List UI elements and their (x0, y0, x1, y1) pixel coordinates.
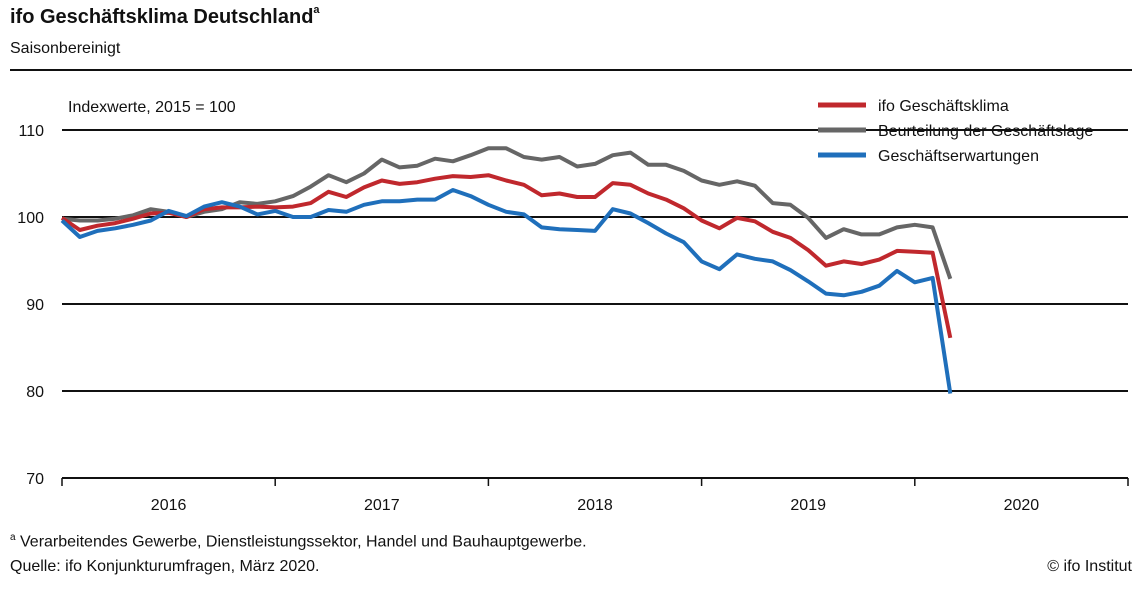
chart-subtitle: Saisonbereinigt (10, 40, 121, 57)
y-tick-label: 80 (26, 384, 44, 401)
title-divider (10, 69, 1132, 71)
footnote: a Verarbeitendes Gewerbe, Dienstleistung… (10, 532, 587, 551)
x-tick-label: 2016 (151, 497, 187, 514)
y-tick-label: 110 (18, 123, 44, 140)
y-axis-ticks: 70 80 90 100 110 (17, 123, 44, 488)
legend-label-1: Beurteilung der Geschäftslage (878, 123, 1093, 140)
x-tick-label: 2020 (1004, 497, 1040, 514)
footnote-text: Verarbeitendes Gewerbe, Dienstleistungss… (20, 533, 587, 551)
source-note: Quelle: ifo Konjunkturumfragen, März 202… (10, 558, 320, 575)
chart-area: Indexwerte, 2015 = 100 70 80 90 100 110 2016… (17, 98, 1129, 514)
legend-label-0: ifo Geschäftsklima (878, 98, 1009, 115)
footnote-marker: a (10, 532, 16, 543)
series-line-2 (60, 188, 953, 394)
chart-title-text: ifo Geschäftsklima Deutschland (10, 6, 314, 28)
title-footnote-marker: a (313, 4, 320, 17)
x-axis: 2016 2017 2018 2019 2020 (61, 477, 1129, 514)
y-tick-label: 90 (26, 297, 44, 314)
legend: ifo Geschäftsklima Beurteilung der Geschä… (818, 98, 1093, 165)
series-lines (60, 146, 953, 394)
series-line-1 (61, 146, 953, 280)
gridlines (62, 129, 1128, 392)
copyright: © ifo Institut (1047, 558, 1132, 575)
series-line-0 (60, 173, 953, 339)
legend-label-2: Geschäftserwartungen (878, 148, 1039, 165)
y-tick-label: 100 (17, 210, 44, 227)
unit-label: Indexwerte, 2015 = 100 (68, 99, 236, 116)
chart-title: ifo Geschäftsklima Deutschlanda (10, 4, 320, 29)
y-tick-label: 70 (26, 471, 44, 488)
x-tick-label: 2017 (364, 497, 400, 514)
x-tick-label: 2018 (577, 497, 613, 514)
x-tick-label: 2019 (790, 497, 826, 514)
